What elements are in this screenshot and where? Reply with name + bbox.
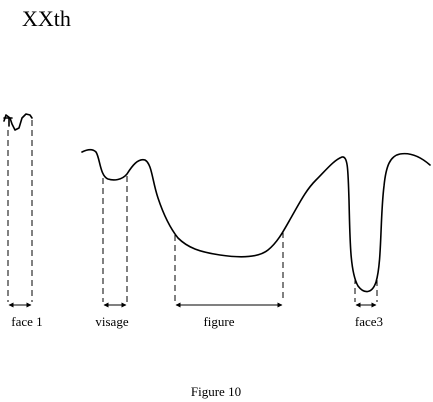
profile-curve [81, 148, 431, 293]
small-mark [3, 117, 13, 127]
span-label: face 1 [11, 314, 42, 329]
span-label: figure [203, 314, 234, 329]
title: XXth [22, 6, 71, 31]
span-label: visage [95, 314, 128, 329]
small-curve [3, 113, 33, 131]
span-label: face3 [355, 314, 383, 329]
caption: Figure 10 [191, 384, 241, 399]
